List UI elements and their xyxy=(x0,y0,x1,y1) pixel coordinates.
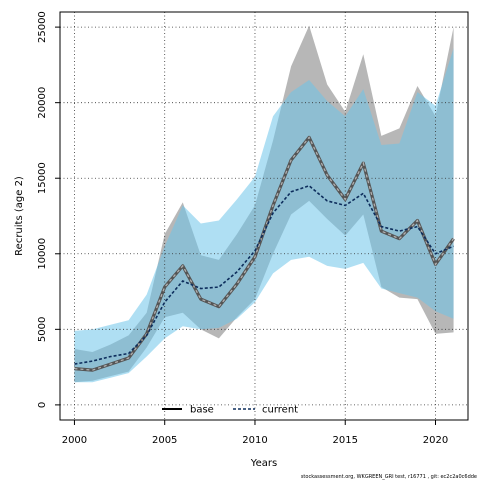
line-current xyxy=(74,184,454,365)
x-tick-label-2010: 2010 xyxy=(242,435,267,446)
legend: base current xyxy=(162,405,298,416)
footnote: stockassessment.org, WKGREEN_GRI test, r… xyxy=(301,474,477,480)
y-tick-label-5000: 5000 xyxy=(37,317,48,342)
series-lines xyxy=(74,135,455,372)
band-current xyxy=(74,48,454,383)
y-axis-label: Recruits (age 2) xyxy=(14,176,25,256)
y-tick-label-20000: 20000 xyxy=(37,87,48,119)
axis-ticks: 2000 2005 2010 2015 2020 0 5000 10000 15000 20000… xyxy=(37,11,448,446)
y-tick-label-25000: 25000 xyxy=(37,11,48,43)
line-base-highlight xyxy=(74,136,455,371)
y-tick-label-10000: 10000 xyxy=(37,238,48,270)
y-tick-label-0: 0 xyxy=(37,402,48,408)
confidence-bands xyxy=(74,25,454,383)
y-tick-label-15000: 15000 xyxy=(37,162,48,194)
legend-current-label: current xyxy=(262,405,298,416)
legend-base-label: base xyxy=(190,405,214,416)
plot-frame xyxy=(59,11,469,421)
x-tick-label-2015: 2015 xyxy=(333,435,358,446)
x-tick-label-2000: 2000 xyxy=(62,435,87,446)
x-tick-label-2005: 2005 xyxy=(152,435,177,446)
grid-lines xyxy=(60,12,468,420)
x-tick-label-2020: 2020 xyxy=(423,435,448,446)
x-axis-label: Years xyxy=(250,458,277,469)
